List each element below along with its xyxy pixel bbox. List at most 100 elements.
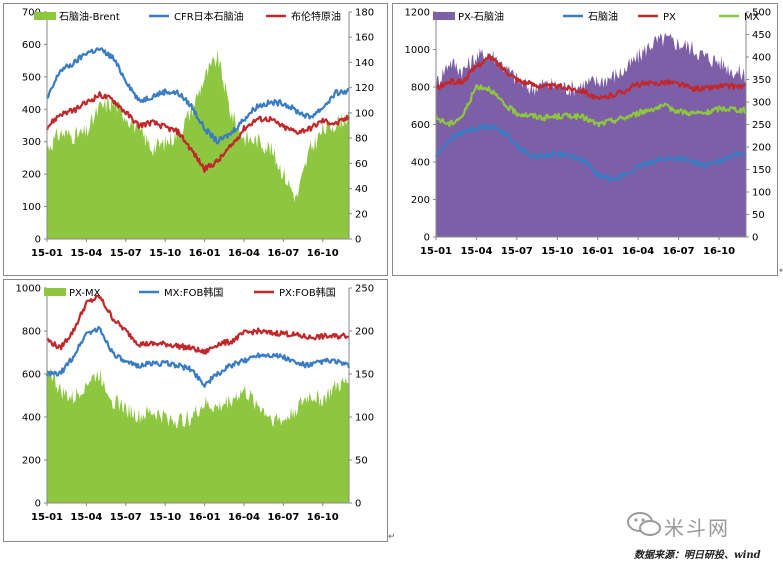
series-line-2 <box>435 54 747 100</box>
y-left-tick-label: 1000 <box>405 45 430 56</box>
x-tick-label: 15-04 <box>70 248 102 259</box>
x-tick-label: 16-07 <box>267 248 299 259</box>
y-left-tick-label: 800 <box>411 83 430 94</box>
legend-label: 石脑油 <box>588 10 618 23</box>
y-right-tick-label: 160 <box>355 33 374 44</box>
y-left-tick-label: 0 <box>35 499 41 510</box>
x-tick-label: 16-04 <box>228 512 260 523</box>
y-right-tick-label: 50 <box>355 456 368 467</box>
y-right-tick-label: 450 <box>752 30 771 41</box>
chart-px-naphtha: 0 200 400 600 800 1000 1200 0 50 100 150 200 250 300 3… <box>405 8 772 258</box>
x-tick-label: 15-07 <box>501 246 533 257</box>
wechat-icon <box>627 512 661 536</box>
y-left-tick-label: 1200 <box>405 8 430 19</box>
y-right-tick-label: 40 <box>355 184 368 195</box>
series-area-0 <box>47 48 349 239</box>
series-line-3 <box>434 84 747 128</box>
y-left-tick-label: 0 <box>35 235 41 246</box>
x-tick-label: 16-04 <box>228 248 260 259</box>
y-left-tick-label: 100 <box>22 202 41 213</box>
series-area-0 <box>47 360 349 503</box>
legend-label: PX-石脑油 <box>458 10 504 23</box>
series-line-2 <box>45 91 350 173</box>
y-left-tick-label: 400 <box>411 158 430 169</box>
series-line-2 <box>46 294 350 355</box>
source-note: 数据来源：明日研投、wind <box>634 550 761 561</box>
y-left-tick-label: 600 <box>411 120 430 131</box>
y-right-tick-label: 50 <box>752 210 765 221</box>
y-right-tick-label: 200 <box>752 143 771 154</box>
legend-label: 布伦特原油 <box>291 10 341 23</box>
y-right-tick-label: 140 <box>355 58 374 69</box>
y-right-tick-label: 300 <box>752 98 771 109</box>
x-tick-label: 15-01 <box>31 512 63 523</box>
legend-label: MX <box>744 12 760 23</box>
y-right-tick-label: 180 <box>355 8 374 19</box>
x-tick-label: 15-07 <box>110 512 142 523</box>
y-right-tick-label: 150 <box>355 370 374 381</box>
y-left-tick-label: 500 <box>22 72 41 83</box>
y-right-tick-label: 250 <box>752 120 771 131</box>
y-right-tick-label: 0 <box>752 233 758 244</box>
x-tick-label: 16-10 <box>703 246 735 257</box>
y-right-tick-label: 0 <box>355 235 361 246</box>
x-tick-label: 16-01 <box>189 248 221 259</box>
chart-panel-px-mx: 0 200 400 600 800 1000 0 50 100 150 200 250 15-01 15-… <box>3 279 388 542</box>
x-tick-label: 15-10 <box>149 512 181 523</box>
watermark-logo: 米斗网 <box>624 510 774 540</box>
legend-swatch <box>34 12 56 20</box>
series-line-1 <box>434 122 747 182</box>
y-right-tick-label: 150 <box>752 165 771 176</box>
legend-label: 石脑油-Brent <box>59 10 120 23</box>
x-tick-label: 16-10 <box>307 512 339 523</box>
paragraph-mark-2: ↵ <box>388 532 396 542</box>
y-right-tick-label: 60 <box>355 159 368 170</box>
y-right-tick-label: 0 <box>355 499 361 510</box>
y-left-tick-label: 1000 <box>16 284 41 295</box>
chart-panel-px-naphtha: 0 200 400 600 800 1000 1200 0 50 100 150 200 250 300 3… <box>392 3 778 276</box>
chart-naphtha-brent: 0 100 200 300 400 500 600 700 0 20 40 60 80 100 120 140… <box>22 8 374 260</box>
y-right-tick-label: 500 <box>752 8 771 19</box>
y-left-tick-label: 400 <box>22 105 41 116</box>
x-tick-label: 15-10 <box>541 246 573 257</box>
x-tick-label: 15-04 <box>460 246 492 257</box>
x-tick-label: 16-01 <box>582 246 614 257</box>
legend-label: MX:FOB韩国 <box>164 286 223 299</box>
x-tick-label: 16-07 <box>267 512 299 523</box>
y-right-tick-label: 250 <box>355 284 374 295</box>
x-tick-label: 15-07 <box>110 248 142 259</box>
y-right-tick-label: 400 <box>752 53 771 64</box>
watermark-text: 米斗网 <box>664 516 730 540</box>
y-left-tick-label: 0 <box>424 233 430 244</box>
legend-swatch <box>44 288 66 296</box>
legend-label: CFR日本石脑油 <box>174 10 244 23</box>
x-tick-label: 16-01 <box>189 512 221 523</box>
series-line-1 <box>46 47 350 145</box>
y-left-tick-label: 200 <box>22 456 41 467</box>
paragraph-mark-1: ↵ <box>779 266 783 276</box>
x-tick-label: 16-04 <box>622 246 654 257</box>
x-tick-label: 15-01 <box>31 248 63 259</box>
x-tick-label: 15-01 <box>420 246 452 257</box>
y-left-tick-label: 400 <box>22 413 41 424</box>
y-right-tick-label: 20 <box>355 209 368 220</box>
y-left-tick-label: 600 <box>22 40 41 51</box>
chart-px-mx: 0 200 400 600 800 1000 0 50 100 150 200 250 15-01 15-… <box>16 284 375 524</box>
legend-label: PX <box>663 12 676 23</box>
y-right-tick-label: 100 <box>355 413 374 424</box>
series-line-1 <box>45 325 351 388</box>
y-left-tick-label: 600 <box>22 370 41 381</box>
y-left-tick-label: 200 <box>411 195 430 206</box>
legend-label: PX-MX <box>69 288 101 299</box>
x-tick-label: 15-04 <box>70 512 102 523</box>
y-left-tick-label: 300 <box>22 137 41 148</box>
y-right-tick-label: 80 <box>355 134 368 145</box>
x-tick-label: 16-10 <box>307 248 339 259</box>
y-left-tick-label: 200 <box>22 170 41 181</box>
y-right-tick-label: 100 <box>752 188 771 199</box>
y-left-tick-label: 800 <box>22 327 41 338</box>
y-right-tick-label: 350 <box>752 75 771 86</box>
legend-label: PX:FOB韩国 <box>279 286 336 299</box>
x-tick-label: 16-07 <box>663 246 695 257</box>
y-right-tick-label: 120 <box>355 83 374 94</box>
